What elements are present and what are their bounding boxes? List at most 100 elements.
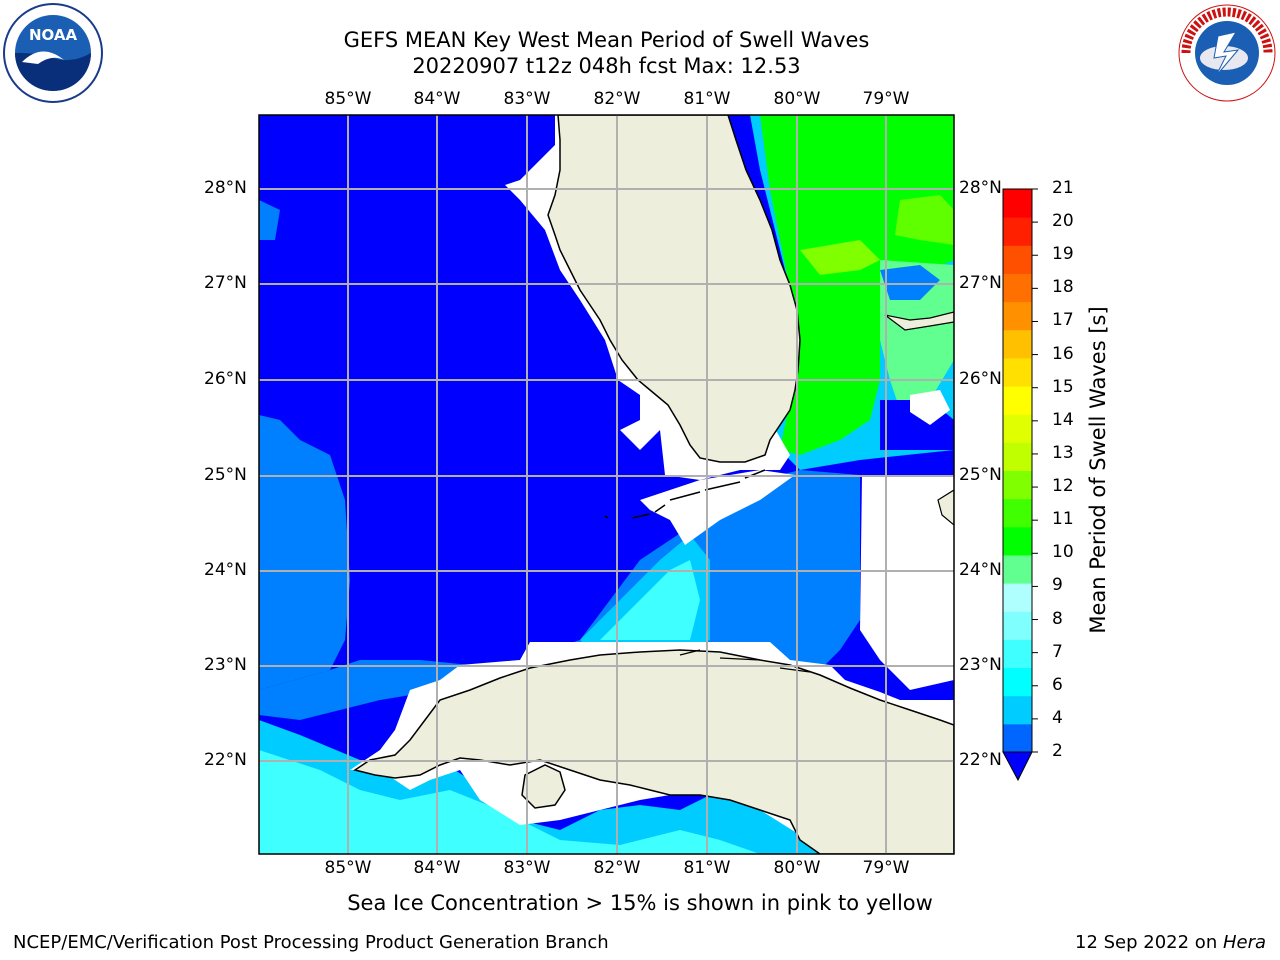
colorbar-tick-label: 18 — [1052, 277, 1074, 298]
colorbar-tick-label: 14 — [1052, 409, 1074, 430]
lon-label-bottom-79w: 79°W — [862, 858, 910, 878]
colorbar-tick-label: 12 — [1052, 476, 1074, 497]
lon-label-bottom-81w: 81°W — [683, 858, 731, 878]
colorbar-tick-label: 2 — [1052, 741, 1063, 761]
colorbar-tick-label: 15 — [1052, 376, 1074, 397]
lon-label-top-85w: 85°W — [324, 89, 372, 109]
colorbar-band — [1003, 667, 1032, 697]
lat-label-right-23n: 23°N — [959, 655, 1002, 675]
lat-label-left-28n: 28°N — [204, 178, 247, 198]
colorbar-band — [1003, 189, 1032, 218]
lon-label-top-84w: 84°W — [413, 89, 461, 109]
colorbar-band — [1003, 217, 1032, 246]
colorbar-band — [1003, 526, 1032, 556]
swell-region-atlantic-yellowgreen — [895, 195, 954, 245]
lon-label-top-82w: 82°W — [593, 89, 641, 109]
colorbar-band — [1003, 498, 1032, 528]
colorbar-label: Mean Period of Swell Waves [s] — [1086, 306, 1110, 634]
land-cuba — [353, 649, 954, 854]
lon-label-top-80w: 80°W — [773, 89, 821, 109]
mask-bahamas-north — [910, 390, 950, 425]
colorbar-frame — [1002, 188, 1033, 753]
colorbar-extend-triangle — [1002, 751, 1033, 782]
map-grid — [259, 115, 954, 854]
swell-region-atlantic-yg2 — [800, 240, 880, 275]
lon-label-bottom-84w: 84°W — [413, 858, 461, 878]
chart-title-line2: 20220907 t12z 048h fcst Max: 12.53 — [412, 54, 801, 78]
swell-region-straits-cyan — [600, 560, 700, 640]
coast-cuba-north — [679, 649, 811, 673]
swell-region-gulf-west-north — [259, 200, 280, 240]
lon-label-top-83w: 83°W — [503, 89, 551, 109]
footer-machine: Hera — [1222, 932, 1266, 953]
land-bahamas — [937, 489, 954, 526]
lat-label-left-23n: 23°N — [204, 655, 247, 675]
swell-region-gulf-west — [259, 415, 350, 690]
colorbar-band — [1003, 554, 1032, 584]
colorbar-tick-label: 13 — [1052, 442, 1074, 463]
svg-text:NOAA: NOAA — [29, 26, 78, 44]
colorbar-tick-label: 21 — [1052, 178, 1074, 198]
colorbar-tick-label: 9 — [1052, 575, 1063, 596]
land-florida — [547, 115, 801, 463]
lat-label-right-24n: 24°N — [959, 560, 1002, 580]
map-frame — [258, 114, 955, 855]
colorbar-band — [1003, 583, 1032, 612]
land-grand-bahama — [884, 311, 954, 331]
mask-bahamas — [860, 475, 954, 690]
chart-title-line1: GEFS MEAN Key West Mean Period of Swell … — [343, 28, 870, 52]
colorbar-band — [1003, 723, 1032, 753]
lat-label-right-22n: 22°N — [959, 750, 1002, 770]
footer-right: 12 Sep 2022 on Hera — [1075, 932, 1266, 953]
colorbar-tick-label: 10 — [1052, 542, 1074, 563]
colorbar — [1003, 189, 1032, 753]
subtitle-text: Sea Ice Concentration > 15% is shown in … — [347, 891, 933, 915]
colorbar-band — [1003, 273, 1032, 303]
colorbar-tick-label: 17 — [1052, 310, 1074, 331]
colorbar-tick-label: 11 — [1052, 509, 1074, 530]
colorbar-band — [1003, 329, 1032, 359]
colorbar-band — [1003, 414, 1032, 443]
lat-label-left-22n: 22°N — [204, 750, 247, 770]
lat-label-right-26n: 26°N — [959, 369, 1002, 389]
lon-label-bottom-82w: 82°W — [593, 858, 641, 878]
colorbar-band — [1003, 357, 1032, 387]
footer-date: 12 Sep 2022 on — [1075, 932, 1223, 953]
colorbar-tick-label: 4 — [1052, 707, 1063, 728]
colorbar-tick-label: 7 — [1052, 641, 1063, 662]
coast-keys — [604, 469, 766, 519]
colorbar-tick-label: 19 — [1052, 244, 1074, 265]
mask-keys — [640, 470, 795, 545]
colorbar-band — [1003, 442, 1032, 471]
lon-label-top-81w: 81°W — [683, 89, 731, 109]
lon-label-bottom-85w: 85°W — [324, 858, 372, 878]
subtitle: Sea Ice Concentration > 15% is shown in … — [0, 891, 1280, 915]
swell-region-caribbean-cyan — [259, 750, 760, 854]
colorbar-tick-label: 20 — [1052, 211, 1074, 232]
noaa-logo: NOAA — [2, 2, 104, 104]
nws-logo — [1176, 2, 1278, 104]
colorbar-band — [1003, 301, 1032, 331]
lat-label-right-28n: 28°N — [959, 178, 1002, 198]
footer-left: NCEP/EMC/Verification Post Processing Pr… — [13, 932, 609, 953]
lon-label-top-79w: 79°W — [862, 89, 910, 109]
swell-region-atlantic-blue — [880, 265, 940, 300]
colorbar-band — [1003, 611, 1032, 640]
lat-label-left-24n: 24°N — [204, 560, 247, 580]
colorbar-band — [1003, 695, 1032, 725]
colorbar-band — [1003, 245, 1032, 274]
lat-label-left-26n: 26°N — [204, 369, 247, 389]
land-isla-juventud — [521, 764, 566, 809]
colorbar-band — [1003, 470, 1032, 500]
lat-label-left-27n: 27°N — [204, 273, 247, 293]
lat-label-right-27n: 27°N — [959, 273, 1002, 293]
colorbar-tick-label: 8 — [1052, 608, 1063, 629]
lon-label-bottom-83w: 83°W — [503, 858, 551, 878]
colorbar-band — [1003, 639, 1032, 669]
colorbar-tick-label: 16 — [1052, 343, 1074, 364]
colorbar-tick-label: 6 — [1052, 674, 1063, 695]
lat-label-right-25n: 25°N — [959, 465, 1002, 485]
lon-label-bottom-80w: 80°W — [773, 858, 821, 878]
colorbar-band — [1003, 386, 1032, 415]
